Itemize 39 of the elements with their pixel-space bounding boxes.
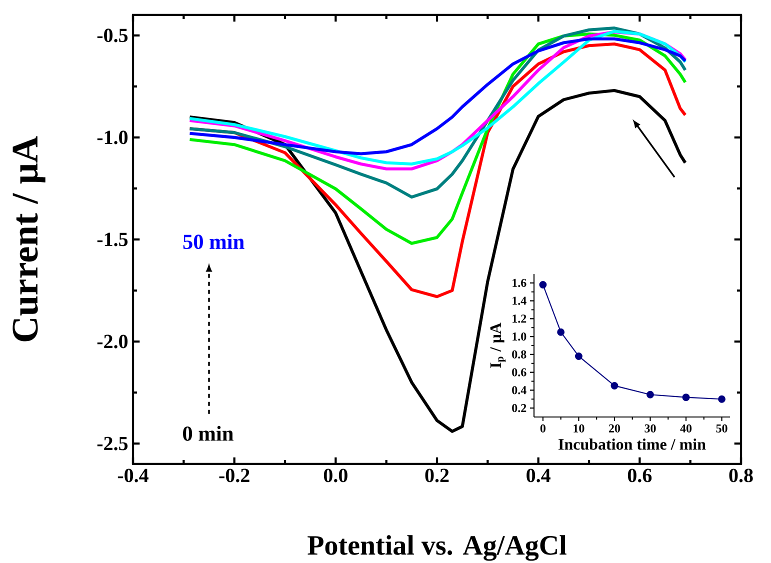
x-tick-label: 10: [574, 424, 584, 432]
y-tick-label: 1.0: [512, 332, 526, 341]
x-tick-label: -0.4: [118, 468, 148, 482]
y-tick-label: 1.4: [512, 296, 526, 305]
x-tick-label: 0.2: [425, 468, 449, 482]
annotation: 50 min: [183, 234, 244, 250]
y-tick-label: -1.0: [97, 130, 128, 144]
point: [574, 352, 582, 360]
y-tick-label: 0.2: [512, 404, 526, 412]
y-tick-label: -1.5: [97, 232, 128, 246]
point: [557, 328, 565, 336]
point: [682, 394, 690, 402]
x-tick-label: 0.6: [628, 468, 652, 482]
x-tick-label: 0.0: [324, 468, 348, 482]
x-tick-label: 40: [680, 424, 692, 432]
x-tick-label: 0: [540, 424, 546, 432]
x-tick-label: 20: [608, 424, 620, 432]
annotation: 0 min: [183, 426, 234, 441]
x-tick-label: 0.4: [526, 468, 550, 482]
y-tick-label: -2.0: [97, 334, 128, 348]
point: [539, 280, 547, 288]
y-axis-title: Current / μA: [12, 136, 46, 342]
y-tick-label: 1.2: [512, 314, 526, 323]
x-tick-label: 30: [644, 424, 656, 432]
y-tick-label: -2.5: [97, 436, 128, 450]
y-tick-label: 0.6: [512, 368, 526, 376]
point: [610, 382, 618, 390]
y-tick-label: 0.8: [512, 350, 526, 358]
x-axis-title: Incubation time / min: [558, 438, 706, 450]
y-tick-label: -0.5: [97, 28, 128, 42]
x-axis-title: Potential vs. Ag/AgCl: [308, 535, 566, 561]
x-tick-label: -0.2: [219, 468, 250, 482]
y-axis-title: I$_{p}$ / μA: [490, 322, 506, 368]
point: [718, 395, 726, 403]
y-tick-label: 1.6: [512, 278, 526, 287]
point: [646, 390, 654, 398]
x-tick-label: 50: [716, 424, 728, 432]
y-tick-label: 0.4: [512, 386, 526, 394]
x-tick-label: 0.8: [729, 468, 753, 482]
